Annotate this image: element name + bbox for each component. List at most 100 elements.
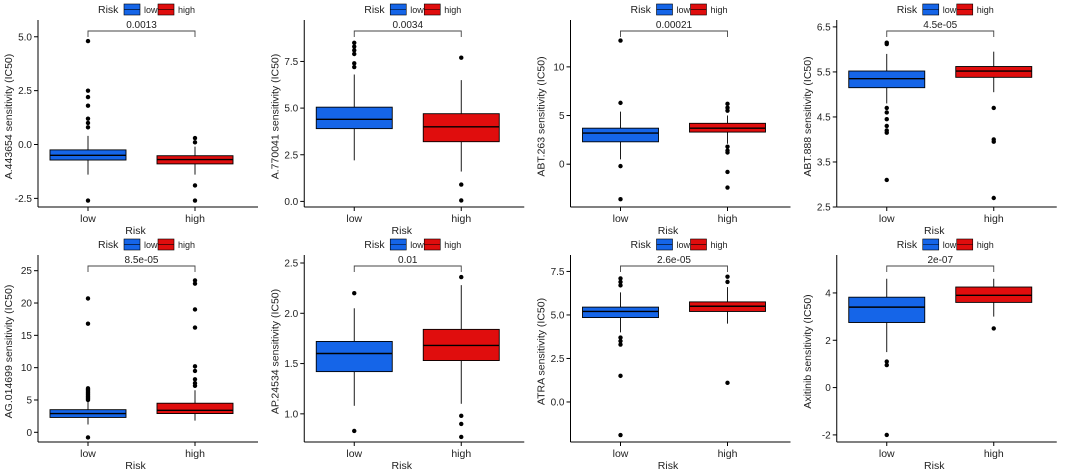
outlier-point: [192, 281, 198, 286]
outlier-point: [459, 421, 464, 427]
y-tick-label: 2.5: [284, 150, 298, 161]
outlier-point: [352, 51, 357, 57]
y-tick-label: 10: [553, 62, 565, 73]
y-tick-label: 7.5: [284, 57, 298, 68]
y-tick-label: 3.5: [817, 157, 831, 168]
outlier-point: [618, 432, 623, 438]
outlier-point: [618, 100, 623, 106]
legend-label-high: high: [711, 240, 728, 250]
outlier-point: [85, 116, 91, 121]
y-tick-label: 0.0: [551, 397, 565, 408]
y-axis-title: ABT.888 sensitivity (IC50): [802, 56, 814, 176]
x-axis-title: Risk: [125, 460, 146, 470]
outlier-point: [459, 182, 464, 187]
legend-label-high: high: [977, 240, 994, 250]
y-tick-label: 0: [26, 428, 32, 439]
outlier-point: [725, 279, 730, 285]
x-tick-label: low: [346, 448, 362, 460]
outlier-point: [725, 380, 730, 386]
y-tick-label: 4.5: [817, 112, 831, 123]
outlier-point: [991, 195, 996, 201]
y-axis-title: AP.24534 sensitivity (IC50): [269, 289, 281, 414]
p-value-label: 2.6e-05: [657, 255, 691, 266]
p-value-label: 8.5e-05: [125, 255, 159, 266]
legend-title: Risk: [364, 4, 385, 16]
box-low: [848, 296, 926, 323]
outlier-point: [618, 38, 623, 43]
y-tick-label: 5.0: [18, 32, 32, 43]
x-tick-label: low: [613, 448, 629, 460]
outlier-point: [618, 197, 623, 202]
outlier-point: [85, 103, 91, 108]
y-tick-label: 15: [21, 331, 33, 342]
x-tick-label: low: [879, 448, 895, 460]
y-tick-label: 2.0: [284, 309, 298, 320]
significance-bracket: [620, 30, 728, 37]
boxplot-panel: Risk low high -2.5 0.0 2.5 5.0A.443654 sensiti…: [3, 3, 258, 237]
outlier-point: [352, 44, 357, 49]
x-tick-label: low: [613, 213, 629, 225]
outlier-point: [85, 120, 91, 126]
outlier-point: [192, 183, 198, 188]
boxplot-panel: Risk low high 1.0 1.5 2.0 2.5 AP.24534 sensitiv…: [269, 238, 525, 470]
y-tick-label: 4: [825, 288, 831, 299]
outlier-point: [884, 359, 889, 364]
outlier-point: [352, 64, 357, 70]
outlier-point: [884, 432, 889, 438]
outlier-point: [192, 135, 198, 141]
y-tick-label: -2: [822, 430, 831, 441]
outlier-point: [352, 428, 357, 434]
x-axis-title: Risk: [392, 225, 413, 237]
outlier-point: [725, 169, 730, 175]
significance-bracket: [87, 30, 196, 37]
legend-label-low: low: [677, 5, 691, 15]
legend-label-high: high: [178, 240, 195, 250]
box-low: [315, 106, 393, 130]
y-tick-label: 1.5: [284, 359, 298, 370]
outlier-point: [459, 434, 464, 440]
outlier-point: [192, 278, 198, 283]
y-tick-label: 0.0: [18, 140, 32, 151]
x-tick-label: high: [451, 213, 471, 225]
box-high: [422, 113, 500, 143]
outlier-point: [85, 321, 91, 326]
outlier-point: [991, 326, 996, 331]
x-tick-label: high: [984, 448, 1004, 460]
outlier-point: [352, 61, 357, 66]
outlier-point: [618, 279, 623, 285]
outlier-point: [884, 105, 889, 111]
outlier-point: [725, 108, 730, 113]
outlier-point: [85, 38, 91, 44]
outlier-point: [459, 198, 464, 203]
outlier-point: [192, 307, 198, 312]
significance-bracket: [87, 265, 196, 272]
significance-bracket: [886, 30, 995, 37]
outlier-point: [884, 41, 889, 47]
legend-title: Risk: [897, 4, 918, 16]
outlier-point: [725, 101, 730, 107]
y-axis-title: A.770041 sensitivity (IC50): [269, 54, 281, 179]
outlier-point: [725, 185, 730, 190]
y-tick-label: 0.0: [284, 197, 298, 208]
box-low: [582, 127, 659, 143]
legend-label-low: low: [144, 5, 158, 15]
y-tick-label: 25: [21, 266, 33, 277]
outlier-point: [85, 88, 91, 93]
x-tick-label: low: [80, 448, 96, 460]
significance-bracket: [620, 265, 728, 272]
y-tick-label: 20: [21, 299, 33, 310]
x-tick-label: high: [185, 213, 205, 225]
y-tick-label: 1.0: [284, 409, 298, 420]
outlier-point: [85, 435, 91, 440]
box-low: [315, 340, 393, 373]
y-tick-label: 5: [26, 395, 32, 406]
p-value-label: 0.01: [398, 255, 418, 266]
box-low: [582, 306, 659, 319]
y-tick-label: 2.5: [18, 86, 32, 97]
p-value-label: 0.00021: [656, 20, 693, 31]
outlier-point: [459, 274, 464, 280]
x-tick-label: high: [718, 213, 738, 225]
legend-label-low: low: [943, 5, 957, 15]
outlier-point: [85, 296, 91, 301]
legend-label-high: high: [711, 5, 728, 15]
